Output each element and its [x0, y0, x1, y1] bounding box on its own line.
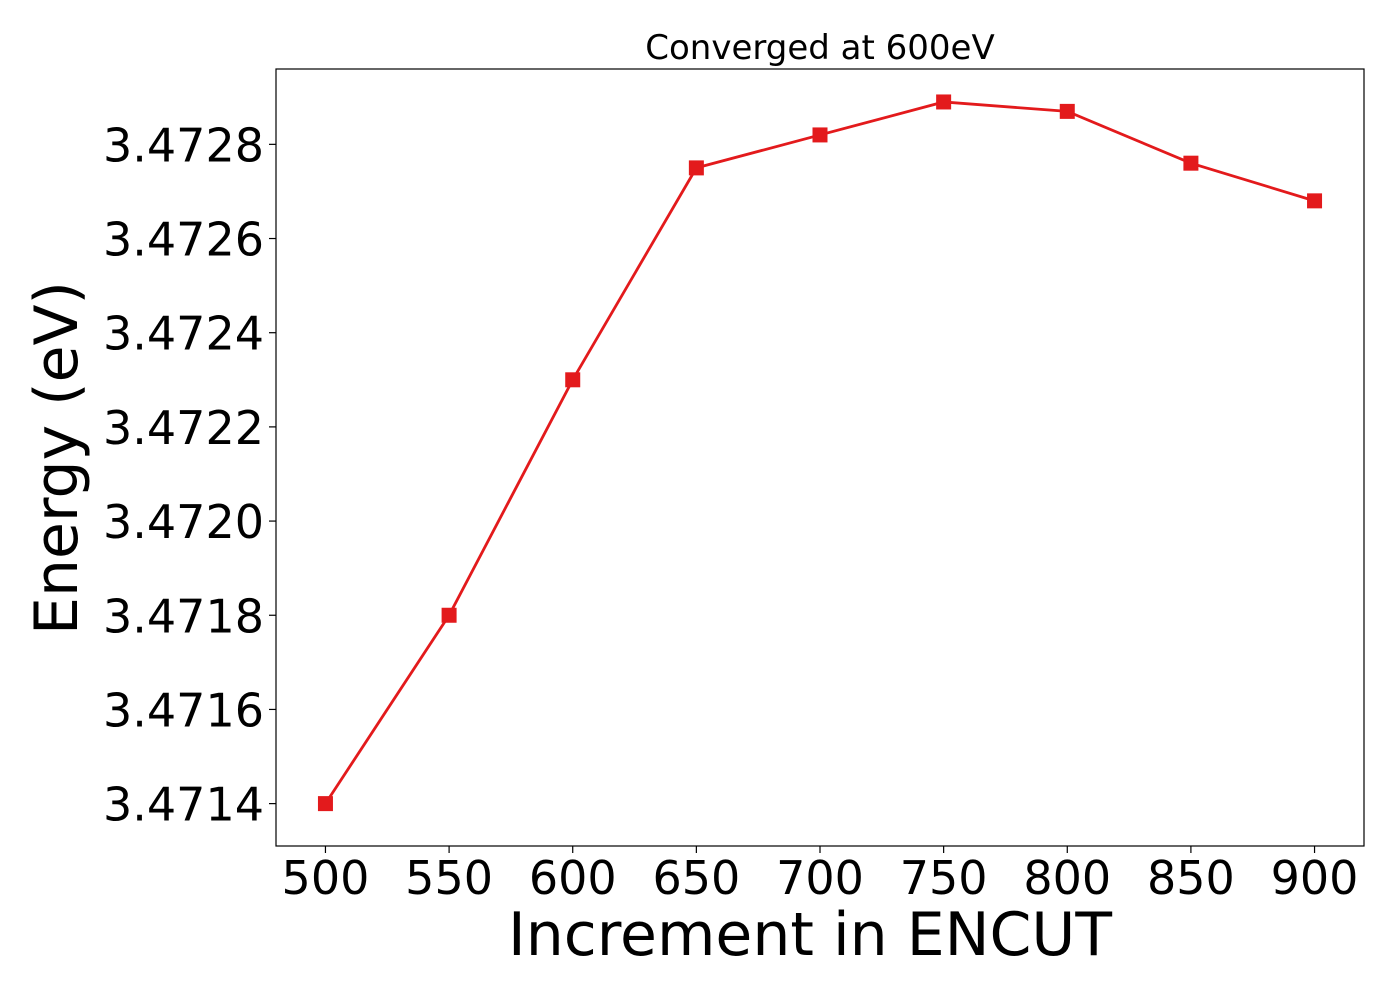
data-point-marker: [1183, 155, 1199, 171]
x-tick-label: 850: [1147, 851, 1235, 905]
data-point-marker: [317, 796, 333, 812]
y-axis-title: Energy (eV): [22, 281, 92, 635]
data-point-marker: [565, 372, 581, 388]
data-point-marker: [936, 94, 952, 110]
y-tick-label: 3.4726: [103, 213, 264, 267]
plot-frame: [275, 68, 1365, 847]
y-tick-label: 3.4716: [103, 683, 264, 737]
x-tick-label: 750: [900, 851, 988, 905]
y-tick-label: 3.4718: [103, 589, 264, 643]
series-group: [317, 94, 1323, 812]
y-tick-label: 3.4728: [103, 118, 264, 172]
x-tick-label: 550: [405, 851, 493, 905]
y-tick-label: 3.4714: [103, 778, 264, 832]
y-tick-label: 3.4722: [103, 401, 264, 455]
data-point-marker: [688, 160, 704, 176]
y-tick-label: 3.4720: [103, 495, 264, 549]
data-point-marker: [1059, 103, 1075, 119]
y-axis-ticks: 3.4714 3.4716 3.4718 3.4720 3.4722 3.4724 3.47…: [103, 118, 276, 832]
x-tick-label: 600: [529, 851, 617, 905]
x-axis-title: Increment in ENCUT: [508, 900, 1112, 970]
data-point-marker: [812, 127, 828, 143]
x-tick-label: 900: [1271, 851, 1359, 905]
x-tick-label: 800: [1023, 851, 1111, 905]
x-tick-label: 700: [776, 851, 864, 905]
x-tick-label: 500: [282, 851, 370, 905]
y-tick-label: 3.4724: [103, 307, 264, 361]
x-axis-ticks: 500 550 600 650 700 750 800 850 900: [282, 846, 1359, 905]
chart-title: Converged at 600eV: [645, 28, 994, 68]
data-point-marker: [441, 607, 457, 623]
series-line: [324, 100, 1315, 805]
data-point-marker: [1307, 193, 1323, 209]
x-tick-label: 650: [652, 851, 740, 905]
